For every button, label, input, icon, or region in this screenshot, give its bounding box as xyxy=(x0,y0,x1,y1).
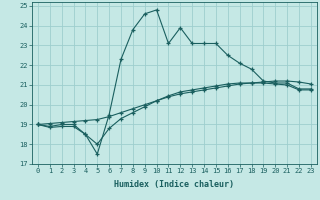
X-axis label: Humidex (Indice chaleur): Humidex (Indice chaleur) xyxy=(115,180,234,189)
